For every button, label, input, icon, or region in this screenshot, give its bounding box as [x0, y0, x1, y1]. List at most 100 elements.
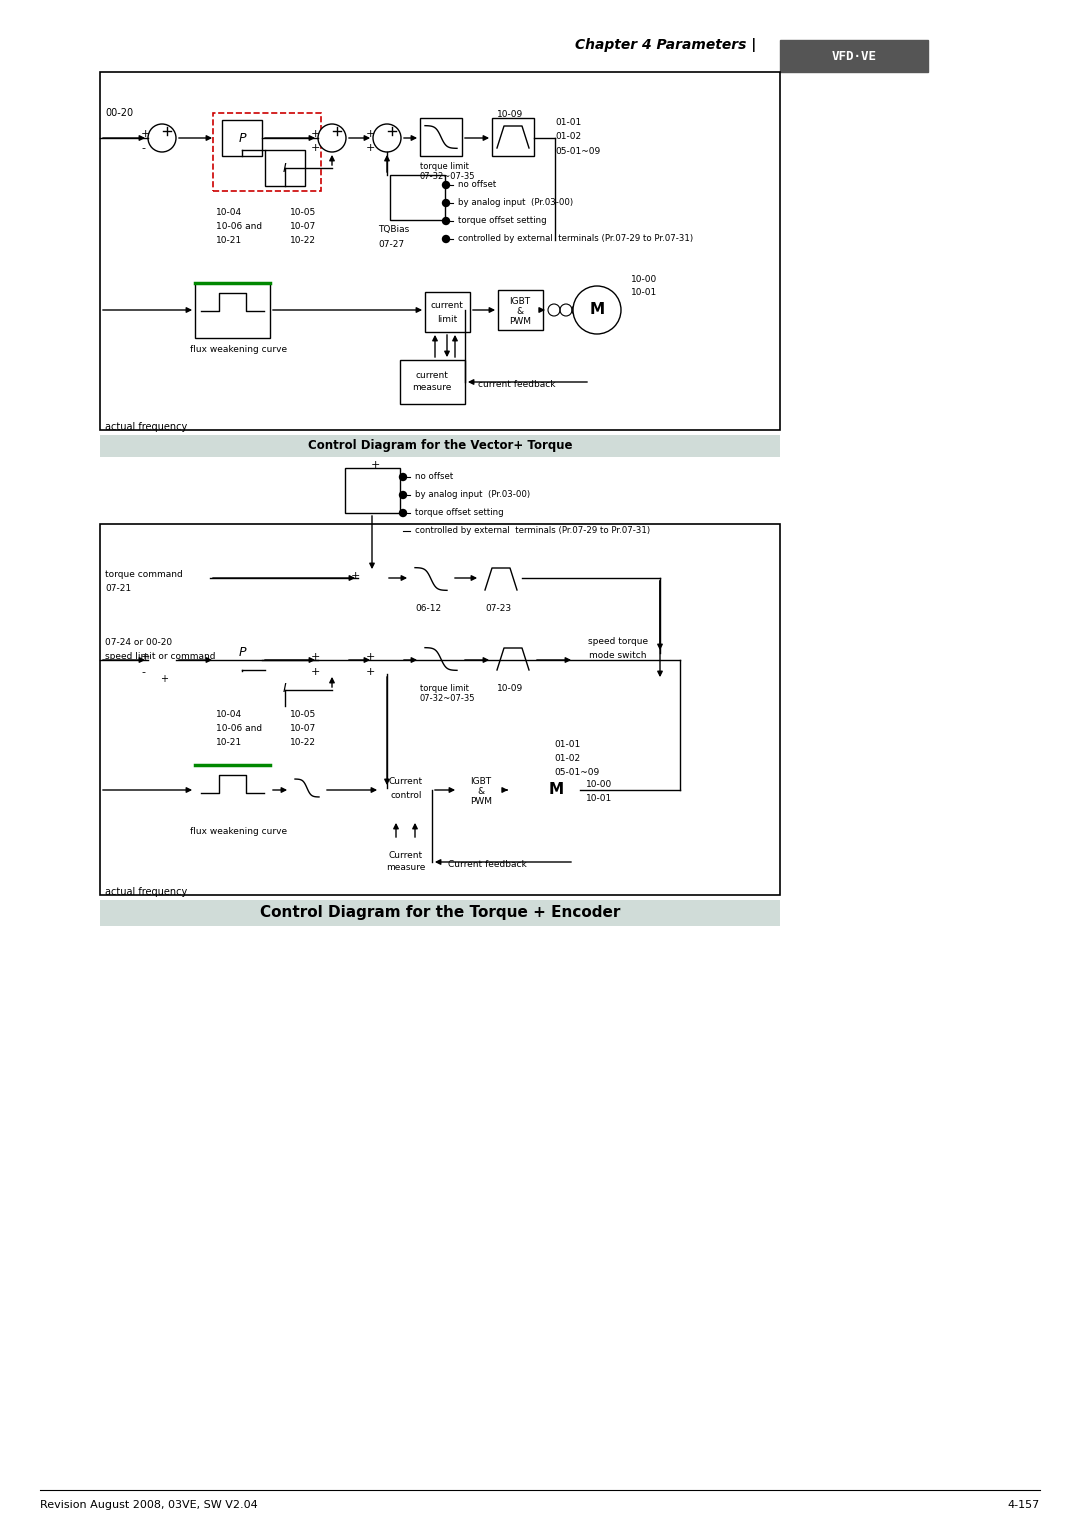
Circle shape [400, 528, 406, 534]
Bar [458, 770, 504, 810]
Text: IGBT: IGBT [471, 778, 491, 787]
Text: PWM: PWM [509, 318, 531, 327]
Bar [213, 630, 321, 709]
Text: no offset: no offset [415, 472, 454, 482]
Bar [426, 291, 470, 331]
Text: +: + [311, 143, 321, 153]
Text: speed torque: speed torque [588, 638, 648, 646]
Circle shape [573, 285, 621, 334]
Text: 10-01: 10-01 [631, 288, 658, 298]
Text: 01-02: 01-02 [554, 755, 580, 762]
Circle shape [318, 124, 346, 152]
Bar [380, 841, 432, 884]
Text: M: M [590, 302, 605, 318]
Text: no offset: no offset [458, 179, 496, 189]
Bar [195, 282, 270, 337]
Bar [498, 290, 543, 330]
Text: current feedback: current feedback [478, 380, 555, 390]
Text: 4-157: 4-157 [1008, 1500, 1040, 1509]
Text: actual frequency: actual frequency [105, 422, 187, 433]
Circle shape [443, 181, 449, 189]
Bar [780, 40, 928, 72]
Text: &: & [477, 787, 485, 796]
Text: Control Diagram for the Torque + Encoder: Control Diagram for the Torque + Encoder [260, 905, 620, 920]
Text: 10-00: 10-00 [586, 779, 612, 788]
Text: measure: measure [413, 384, 451, 393]
Circle shape [357, 565, 386, 592]
Text: +: + [366, 143, 376, 153]
Bar [573, 618, 662, 689]
Text: current: current [431, 302, 463, 310]
Text: 07-32~07-35: 07-32~07-35 [420, 172, 475, 181]
Text: 07-24 or 00-20: 07-24 or 00-20 [105, 638, 172, 647]
Text: controlled by external  terminals (Pr.07-29 to Pr.07-31): controlled by external terminals (Pr.07-… [415, 526, 650, 535]
Text: +: + [366, 129, 376, 140]
Text: limit: limit [437, 314, 457, 324]
Text: 10-04: 10-04 [216, 710, 242, 719]
Circle shape [400, 509, 406, 517]
Text: 05-01~09: 05-01~09 [555, 147, 600, 156]
Bar [100, 436, 780, 457]
Text: 10-07: 10-07 [291, 222, 316, 232]
Circle shape [400, 474, 406, 480]
Bar [265, 670, 305, 706]
Text: 10-22: 10-22 [291, 236, 316, 245]
Bar [195, 765, 270, 821]
Text: by analog input  (Pr.03-00): by analog input (Pr.03-00) [415, 489, 530, 499]
Text: 07-23: 07-23 [485, 604, 511, 614]
Text: 10-06 and: 10-06 and [216, 724, 262, 733]
Text: torque command: torque command [105, 571, 183, 578]
Bar [291, 773, 324, 802]
Circle shape [148, 124, 176, 152]
Text: +: + [141, 652, 150, 663]
Text: 10-01: 10-01 [586, 795, 612, 802]
Text: 10-09: 10-09 [497, 110, 523, 120]
Text: +: + [311, 652, 321, 663]
Text: &: & [516, 307, 524, 316]
Text: 10-00: 10-00 [631, 275, 658, 284]
Bar [265, 150, 305, 186]
Text: torque offset setting: torque offset setting [458, 216, 546, 225]
Bar [390, 175, 445, 219]
Text: speed limit or command: speed limit or command [105, 652, 216, 661]
Text: Revision August 2008, 03VE, SW V2.04: Revision August 2008, 03VE, SW V2.04 [40, 1500, 258, 1509]
Circle shape [400, 491, 406, 499]
Text: P: P [239, 646, 246, 660]
Text: control: control [390, 792, 422, 801]
Text: I: I [283, 161, 287, 175]
Text: actual frequency: actual frequency [105, 887, 187, 897]
Text: 01-01: 01-01 [555, 118, 581, 127]
Circle shape [443, 199, 449, 207]
Circle shape [148, 646, 176, 673]
Text: +: + [370, 460, 380, 469]
Circle shape [373, 124, 401, 152]
Bar [100, 525, 780, 894]
Text: I: I [283, 681, 287, 695]
Text: IGBT: IGBT [510, 298, 530, 307]
Text: 10-22: 10-22 [291, 738, 316, 747]
Circle shape [443, 236, 449, 242]
Text: 06-12: 06-12 [415, 604, 441, 614]
Text: by analog input  (Pr.03-00): by analog input (Pr.03-00) [458, 198, 573, 207]
Text: +: + [311, 667, 321, 676]
Text: controlled by external  terminals (Pr.07-29 to Pr.07-31): controlled by external terminals (Pr.07-… [458, 235, 693, 242]
Text: 10-06 and: 10-06 and [216, 222, 262, 232]
Text: 01-01: 01-01 [554, 739, 580, 749]
Text: 10-05: 10-05 [291, 209, 316, 216]
Bar [410, 560, 453, 598]
Text: +: + [366, 667, 376, 676]
Text: torque offset setting: torque offset setting [415, 508, 503, 517]
Text: 10-09: 10-09 [497, 684, 523, 693]
Text: 07-27: 07-27 [378, 239, 404, 249]
Bar [380, 762, 432, 821]
Text: 10-07: 10-07 [291, 724, 316, 733]
Text: Control Diagram for the Vector+ Torque: Control Diagram for the Vector+ Torque [308, 440, 572, 453]
Text: 05-01~09: 05-01~09 [554, 769, 599, 778]
Bar [345, 468, 400, 512]
Text: 07-32~07-35: 07-32~07-35 [420, 693, 475, 703]
Text: +: + [141, 129, 150, 140]
Circle shape [443, 218, 449, 224]
Text: flux weakening curve: flux weakening curve [190, 345, 287, 354]
Text: mode switch: mode switch [590, 652, 647, 661]
Text: VFD·VE: VFD·VE [832, 49, 877, 63]
